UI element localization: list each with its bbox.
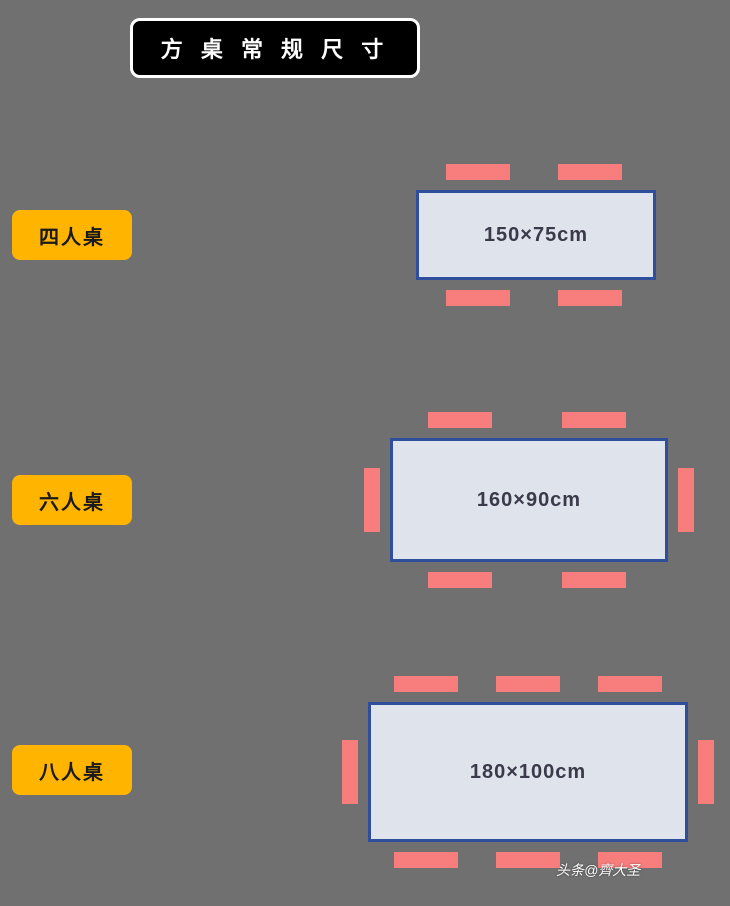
seat-icon: [678, 468, 694, 532]
table-dimension-text: 150×75cm: [484, 224, 588, 247]
seat-icon: [446, 164, 510, 180]
title-text: 方 桌 常 规 尺 寸: [161, 32, 390, 64]
seat-icon: [558, 164, 622, 180]
seat-icon: [562, 412, 626, 428]
seat-icon: [562, 572, 626, 588]
seat-icon: [558, 290, 622, 306]
table-rect-six-person: 160×90cm: [390, 438, 668, 562]
seat-icon: [496, 676, 560, 692]
capacity-label: 六人桌: [12, 475, 132, 525]
seat-icon: [428, 412, 492, 428]
seat-icon: [342, 740, 358, 804]
table-dimension-text: 160×90cm: [477, 489, 581, 512]
seat-icon: [598, 676, 662, 692]
seat-icon: [496, 852, 560, 868]
seat-icon: [394, 852, 458, 868]
watermark: 头条@齊大圣: [556, 860, 640, 880]
table-rect-eight-person: 180×100cm: [368, 702, 688, 842]
seat-icon: [698, 740, 714, 804]
capacity-label-text: 八人桌: [39, 756, 105, 785]
capacity-label: 四人桌: [12, 210, 132, 260]
capacity-label: 八人桌: [12, 745, 132, 795]
capacity-label-text: 六人桌: [39, 486, 105, 515]
seat-icon: [428, 572, 492, 588]
table-rect-four-person: 150×75cm: [416, 190, 656, 280]
title-box: 方 桌 常 规 尺 寸: [130, 18, 420, 78]
table-dimension-text: 180×100cm: [470, 761, 586, 784]
capacity-label-text: 四人桌: [39, 221, 105, 250]
seat-icon: [364, 468, 380, 532]
seat-icon: [394, 676, 458, 692]
seat-icon: [446, 290, 510, 306]
watermark-text: 头条@齊大圣: [556, 862, 640, 878]
